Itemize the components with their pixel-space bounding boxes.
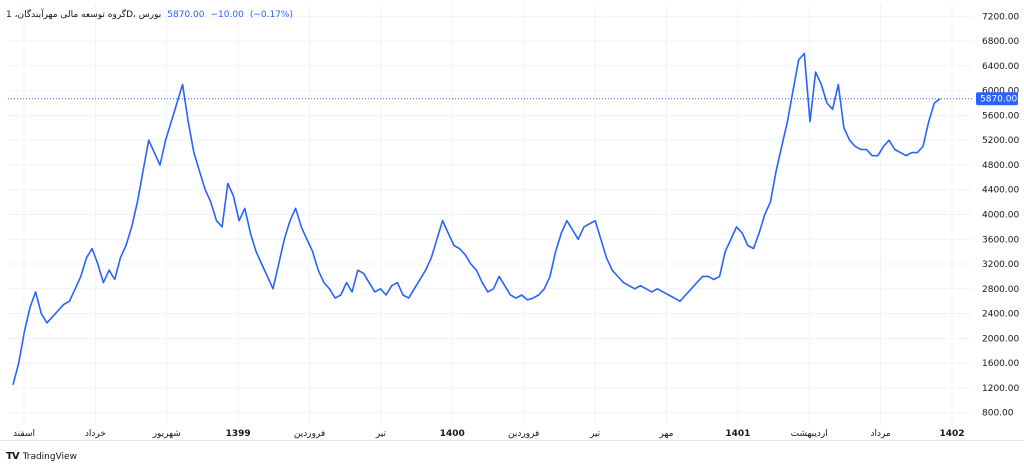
- x-tick-label: شهریور: [152, 429, 181, 439]
- x-tick-label: تیر: [589, 429, 601, 439]
- legend-price: 5870.00: [167, 10, 205, 20]
- x-tick-label: 1399: [226, 429, 251, 439]
- y-tick-label: 3200.00: [982, 260, 1019, 270]
- y-tick-label: 7200.00: [982, 12, 1019, 22]
- x-axis: اسفند خرداد شهریور 1399 فروردین تیر 1400 فروردی…: [13, 429, 965, 439]
- chart-legend: گروه توسعه مالی مهرآیندگان، 1D، بورس 587…: [6, 10, 293, 20]
- x-tick-label: خرداد: [85, 429, 106, 439]
- footer: TV TradingView: [0, 440, 1024, 469]
- y-tick-label: 5200.00: [982, 136, 1019, 146]
- x-tick-label: اسفند: [13, 429, 35, 439]
- legend-change: −10.00: [210, 10, 244, 20]
- y-axis: 800.00 1200.00 1600.00 2000.00 2400.00 2800.0…: [982, 12, 1019, 418]
- x-tick-label: اردیبهشت: [791, 429, 828, 439]
- x-tick-label: تیر: [375, 429, 387, 439]
- y-tick-label: 1200.00: [982, 384, 1019, 394]
- x-tick-label: 1400: [440, 429, 465, 439]
- legend-change-pct: (−0.17%): [249, 10, 293, 20]
- x-tick-label: 1402: [939, 429, 964, 439]
- tradingview-logo-icon: TV: [6, 451, 20, 462]
- y-tick-label: 2800.00: [982, 285, 1019, 295]
- y-tick-label: 6000.00: [982, 87, 1019, 97]
- series-line: [12, 52, 941, 386]
- y-tick-label: 5600.00: [982, 111, 1019, 121]
- y-tick-label: 2000.00: [982, 334, 1019, 344]
- svg-text:5870.00: 5870.00: [980, 95, 1017, 105]
- x-tick-label: 1401: [725, 429, 750, 439]
- y-tick-label: 4000.00: [982, 211, 1019, 221]
- x-tick-label: فروردین: [294, 429, 325, 439]
- brand[interactable]: TV TradingView: [6, 451, 77, 462]
- last-price-badge: 5870.00: [976, 92, 1018, 106]
- brand-name: TradingView: [22, 451, 77, 462]
- y-tick-label: 800.00: [982, 409, 1014, 419]
- grid-lines: [8, 4, 972, 425]
- y-tick-label: 1600.00: [982, 359, 1019, 369]
- y-tick-label: 4400.00: [982, 186, 1019, 196]
- y-tick-label: 6400.00: [982, 62, 1019, 72]
- y-tick-label: 3600.00: [982, 235, 1019, 245]
- x-tick-label: مهر: [658, 429, 673, 439]
- legend-symbol: گروه توسعه مالی مهرآیندگان، 1D، بورس: [6, 10, 162, 20]
- y-tick-label: 2400.00: [982, 310, 1019, 320]
- y-tick-label: 6800.00: [982, 37, 1019, 47]
- x-tick-label: مرداد: [870, 429, 890, 439]
- price-chart[interactable]: 800.00 1200.00 1600.00 2000.00 2400.00 2800.0…: [0, 0, 1024, 440]
- x-tick-label: فروردین: [508, 429, 539, 439]
- y-tick-label: 4800.00: [982, 161, 1019, 171]
